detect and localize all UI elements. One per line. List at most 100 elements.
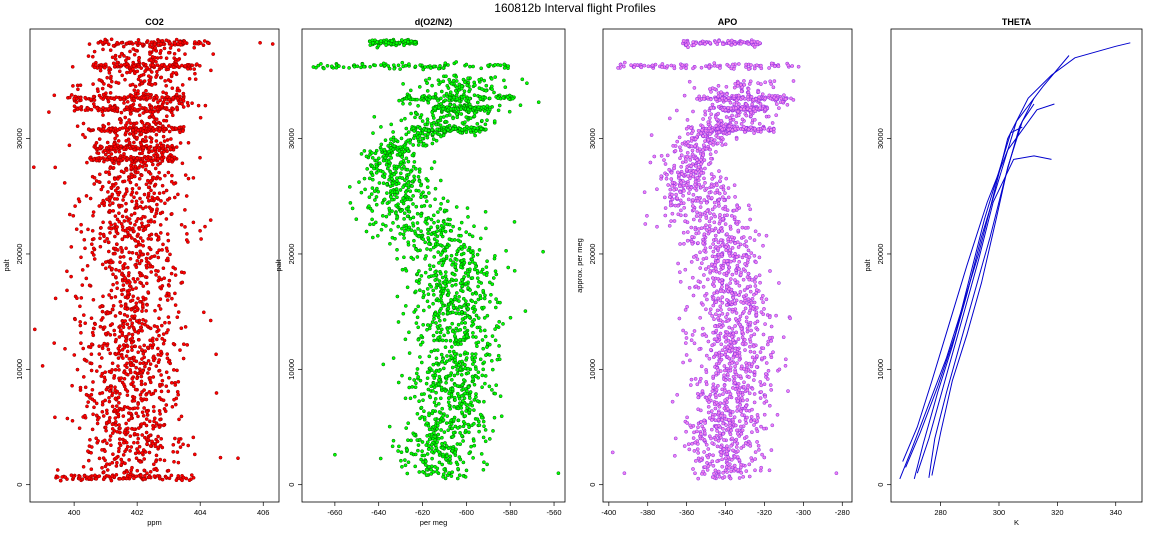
data-point	[117, 54, 122, 59]
x-tick-label: -380	[640, 508, 655, 517]
data-point	[404, 426, 409, 430]
data-point	[113, 214, 118, 218]
data-point	[85, 263, 90, 268]
level-band-point	[153, 146, 157, 151]
data-point	[107, 389, 112, 393]
data-point	[92, 49, 97, 54]
data-point	[437, 374, 442, 379]
data-point	[128, 411, 133, 416]
data-point	[472, 382, 477, 387]
data-point	[159, 55, 163, 60]
data-point	[159, 48, 163, 53]
data-point	[435, 466, 440, 471]
data-point	[143, 160, 148, 165]
data-point	[485, 341, 490, 346]
data-point	[130, 199, 134, 204]
data-point	[133, 222, 137, 227]
data-point	[727, 377, 732, 382]
data-point	[413, 289, 418, 294]
data-layer	[311, 37, 561, 481]
level-band-point	[132, 476, 136, 481]
data-point	[96, 151, 101, 156]
data-point	[164, 56, 169, 61]
data-point	[409, 228, 414, 233]
data-point	[487, 353, 492, 357]
data-point	[121, 414, 126, 418]
data-point	[459, 112, 464, 116]
data-point	[472, 398, 477, 402]
level-band-point	[148, 95, 153, 100]
data-point	[174, 71, 178, 75]
data-point	[419, 113, 424, 117]
x-tick-label: -660	[327, 508, 342, 517]
data-point	[447, 403, 452, 408]
data-point	[454, 278, 459, 283]
data-point	[96, 89, 100, 94]
level-band-point	[110, 105, 115, 110]
data-point	[457, 294, 461, 299]
data-point	[470, 374, 475, 379]
data-point	[144, 423, 149, 428]
data-point	[348, 201, 353, 205]
data-point	[467, 232, 472, 237]
data-point	[465, 389, 469, 393]
level-band-point	[184, 476, 189, 481]
data-point	[109, 386, 113, 390]
data-point	[708, 152, 713, 157]
level-band-point	[169, 157, 174, 161]
data-point	[466, 371, 471, 375]
data-point	[450, 329, 455, 334]
data-point	[398, 188, 403, 192]
data-point	[427, 427, 432, 432]
data-point	[109, 223, 114, 227]
data-point	[110, 404, 115, 409]
data-point	[387, 163, 391, 168]
data-point	[438, 330, 443, 335]
data-point	[419, 183, 423, 188]
data-point	[444, 277, 449, 282]
data-point	[412, 238, 416, 243]
x-tick-label: -300	[796, 508, 811, 517]
data-point	[132, 195, 136, 200]
x-tick-label: -280	[835, 508, 850, 517]
data-point	[402, 236, 406, 240]
level-band-point	[164, 147, 168, 151]
data-point	[161, 100, 166, 105]
data-point	[146, 437, 151, 442]
data-point	[159, 75, 164, 80]
data-point	[133, 344, 138, 349]
data-point	[390, 197, 394, 202]
level-band-point	[468, 105, 473, 109]
data-point	[484, 353, 488, 358]
data-point	[520, 77, 525, 82]
data-point	[129, 363, 133, 368]
data-point	[133, 279, 137, 284]
data-point	[433, 232, 438, 237]
data-point	[422, 293, 426, 298]
data-point	[158, 176, 162, 181]
data-point	[121, 198, 125, 202]
data-point	[449, 345, 454, 349]
data-point	[140, 304, 145, 308]
level-band-point	[413, 64, 418, 69]
data-point	[453, 358, 457, 362]
data-point	[98, 305, 102, 309]
data-point	[389, 137, 393, 142]
data-point	[136, 296, 140, 301]
data-point	[434, 403, 438, 408]
data-point	[415, 411, 420, 416]
data-point	[158, 382, 162, 387]
data-point	[408, 197, 412, 202]
level-band-point	[136, 146, 140, 151]
data-point	[119, 51, 124, 56]
data-point	[156, 100, 160, 105]
level-band-point	[159, 104, 164, 109]
data-point	[455, 476, 460, 481]
level-band-point	[167, 476, 172, 481]
data-point	[443, 222, 447, 226]
y-tick-label: 20000	[15, 244, 24, 265]
data-point	[477, 423, 482, 428]
data-point	[52, 93, 57, 98]
level-band-point	[510, 96, 515, 101]
level-band-point	[94, 63, 98, 68]
